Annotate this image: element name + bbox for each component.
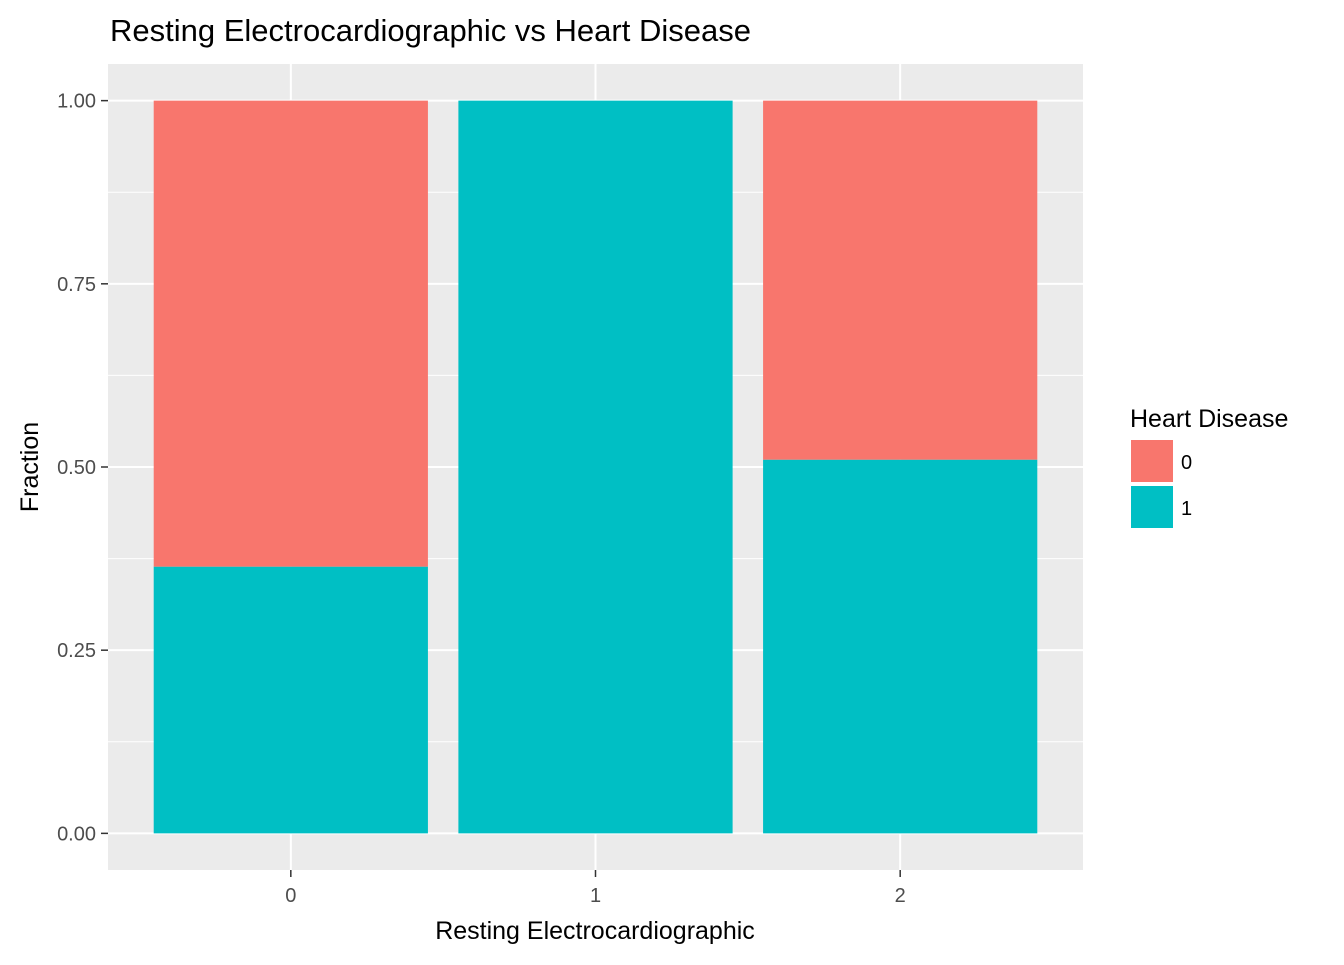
chart-title: Resting Electrocardiographic vs Heart Di… xyxy=(110,13,751,48)
y-tick-label: 0.50 xyxy=(57,457,96,479)
legend-key-1 xyxy=(1131,486,1173,528)
bar-0-series-0 xyxy=(153,100,428,567)
y-axis: 0.00 0.25 0.50 0.75 1.00 xyxy=(57,91,108,845)
legend: Heart Disease 0 1 xyxy=(1130,405,1288,528)
x-tick-label: 1 xyxy=(590,885,601,907)
y-tick-label: 1.00 xyxy=(57,91,96,113)
y-axis-title: Fraction xyxy=(16,422,44,512)
bars-group xyxy=(153,100,1038,834)
x-axis-title: Resting Electrocardiographic xyxy=(435,917,755,945)
bar-2-series-0 xyxy=(763,100,1038,460)
bar-1-series-1 xyxy=(458,100,733,834)
legend-key-0 xyxy=(1131,440,1173,482)
x-tick-label: 0 xyxy=(285,885,296,907)
y-tick-label: 0.00 xyxy=(57,823,96,845)
legend-label-1: 1 xyxy=(1181,498,1192,520)
bar-2-series-1 xyxy=(763,459,1038,834)
legend-title: Heart Disease xyxy=(1130,405,1288,433)
y-tick-label: 0.25 xyxy=(57,640,96,662)
legend-label-0: 0 xyxy=(1181,452,1192,474)
y-tick-label: 0.75 xyxy=(57,274,96,296)
bar-0-series-1 xyxy=(153,566,428,834)
x-axis: 0 1 2 xyxy=(285,870,906,907)
x-tick-label: 2 xyxy=(895,885,906,907)
